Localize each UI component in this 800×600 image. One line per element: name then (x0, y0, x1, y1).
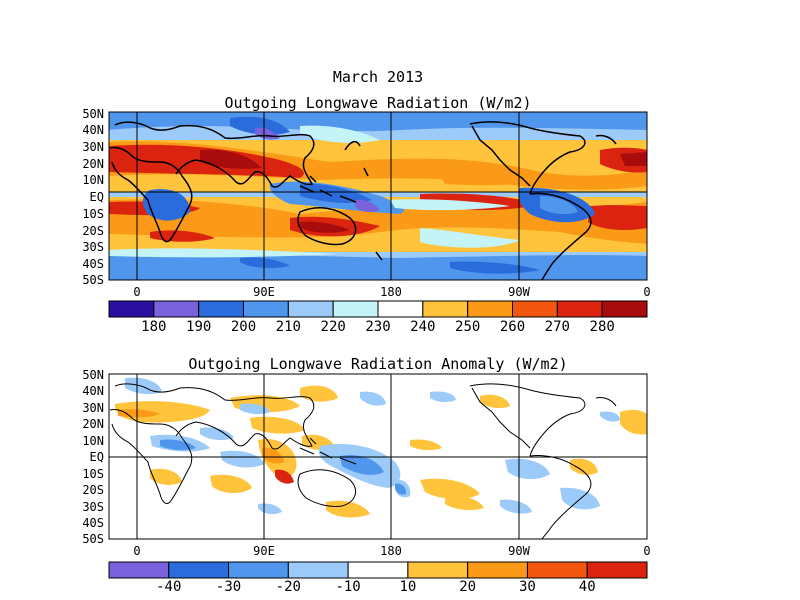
map2-lat-label: 20S (82, 483, 104, 497)
map1-lat-label: 50S (82, 273, 104, 287)
map1-colorbar-label: 200 (231, 319, 256, 335)
map2-colorbar-swatch (168, 561, 230, 579)
map1-lat-label: 30S (82, 240, 104, 254)
map1-colorbar-swatch (153, 300, 200, 318)
map2-panel (108, 373, 648, 540)
map2-colorbar-swatch (287, 561, 349, 579)
map2-colorbar-swatch (586, 561, 648, 579)
map1-colorbar-label: 240 (410, 319, 435, 335)
map1-lat-label: 50N (82, 107, 104, 121)
map2-colorbar-label: 10 (399, 579, 416, 595)
map1-lat-label: 20S (82, 224, 104, 238)
map2-gridlines (109, 374, 647, 539)
map2-lat-label: 40N (82, 384, 104, 398)
map1-coastlines (109, 121, 617, 280)
map2-colorbar-swatch (407, 561, 469, 579)
map1-colorbar-swatch (287, 300, 334, 318)
map1-lat-label: 10N (82, 173, 104, 187)
map1-lon-label: 90W (508, 285, 530, 299)
map2-colorbar-label: -40 (156, 579, 181, 595)
map1-colorbar-label: 270 (545, 319, 570, 335)
map1-colorbar-swatch (377, 300, 424, 318)
map1-lat-label: EQ (90, 190, 104, 204)
map2-title: Outgoing Longwave Radiation Anomaly (W/m… (188, 355, 567, 373)
map2-colorbar-swatch (526, 561, 588, 579)
figure-title: March 2013 (333, 68, 423, 86)
map1-colorbar-swatch (422, 300, 469, 318)
map2-colorbar-label: 20 (459, 579, 476, 595)
map2-lat-label: 50S (82, 532, 104, 546)
map1-colorbar-swatch (556, 300, 603, 318)
map2-lon-label: 0 (133, 544, 140, 558)
map2-lon-label: 90E (253, 544, 275, 558)
map1-lat-axis: 50N 40N 30N 20N 10N EQ 10S 20S 30S 40S 5… (82, 107, 104, 287)
map1-colorbar-label: 260 (500, 319, 525, 335)
map1-lat-label: 10S (82, 207, 104, 221)
map1-gridlines (109, 112, 647, 280)
map1-colorbar-label: 250 (455, 319, 480, 335)
map2-lon-label: 90W (508, 544, 530, 558)
map1-lon-label: 90E (253, 285, 275, 299)
map2-lat-label: EQ (90, 450, 104, 464)
map1-colorbar-swatch (467, 300, 513, 318)
map1-lat-label: 20N (82, 157, 104, 171)
map1-lon-label: 0 (133, 285, 140, 299)
map1-lat-label: 40S (82, 257, 104, 271)
map2-colorbar-label: 30 (519, 579, 536, 595)
map1-colorbar-swatch (198, 300, 245, 318)
map2-colorbar-swatch (347, 561, 409, 579)
map1-frame (108, 111, 648, 281)
map2-lat-axis: 50N 40N 30N 20N 10N EQ 10S 20S 30S 40S 5… (82, 368, 104, 546)
map2-lat-label: 40S (82, 516, 104, 530)
map2-lat-label: 30S (82, 500, 104, 514)
map1-colorbar-label: 230 (365, 319, 390, 335)
map2-coastlines (109, 383, 617, 539)
map1-colorbar-swatch (332, 300, 379, 318)
map2-lon-label: 180 (380, 544, 402, 558)
map1-lat-label: 30N (82, 140, 104, 154)
map2-colorbar-label: 40 (579, 579, 596, 595)
map2-lon-axis: 0 90E 180 90W 0 (133, 544, 650, 558)
map1-colorbar-label: 210 (276, 319, 301, 335)
map1-title: Outgoing Longwave Radiation (W/m2) (224, 94, 531, 112)
map2-colorbar-swatch (108, 561, 170, 579)
map2-colorbar-label: -20 (276, 579, 301, 595)
map1-lon-label: 0 (643, 285, 650, 299)
map2-lat-label: 50N (82, 368, 104, 382)
map1-colorbar: 180 190 200 210 220 230 240 250 260 270 280 (108, 300, 648, 335)
map1-colorbar-label: 280 (590, 319, 615, 335)
map1-colorbar-swatch (108, 300, 155, 318)
map2-colorbar-label: -10 (335, 579, 360, 595)
map1-colorbar-swatch (512, 300, 558, 318)
map2-colorbar: -40 -30 -20 -10 10 20 30 40 (108, 561, 648, 595)
map2-lat-label: 10S (82, 467, 104, 481)
map1-lat-label: 40N (82, 123, 104, 137)
map2-lat-label: 30N (82, 401, 104, 415)
map1-colorbar-label: 220 (321, 319, 346, 335)
map2-colorbar-swatch (467, 561, 528, 579)
map1-colorbar-label: 180 (141, 319, 166, 335)
map1-lon-label: 180 (380, 285, 402, 299)
map2-colorbar-swatch (228, 561, 289, 579)
map1-colorbar-label: 190 (186, 319, 211, 335)
map1-lon-axis: 0 90E 180 90W 0 (133, 285, 650, 299)
map2-colorbar-label: -30 (216, 579, 241, 595)
map1-colorbar-swatch (243, 300, 289, 318)
map1-panel (108, 111, 648, 281)
map2-frame (108, 373, 648, 540)
map1-field (109, 112, 647, 280)
map2-lat-label: 10N (82, 434, 104, 448)
map2-lat-label: 20N (82, 417, 104, 431)
map1-colorbar-swatch (601, 300, 648, 318)
map2-lon-label: 0 (643, 544, 650, 558)
